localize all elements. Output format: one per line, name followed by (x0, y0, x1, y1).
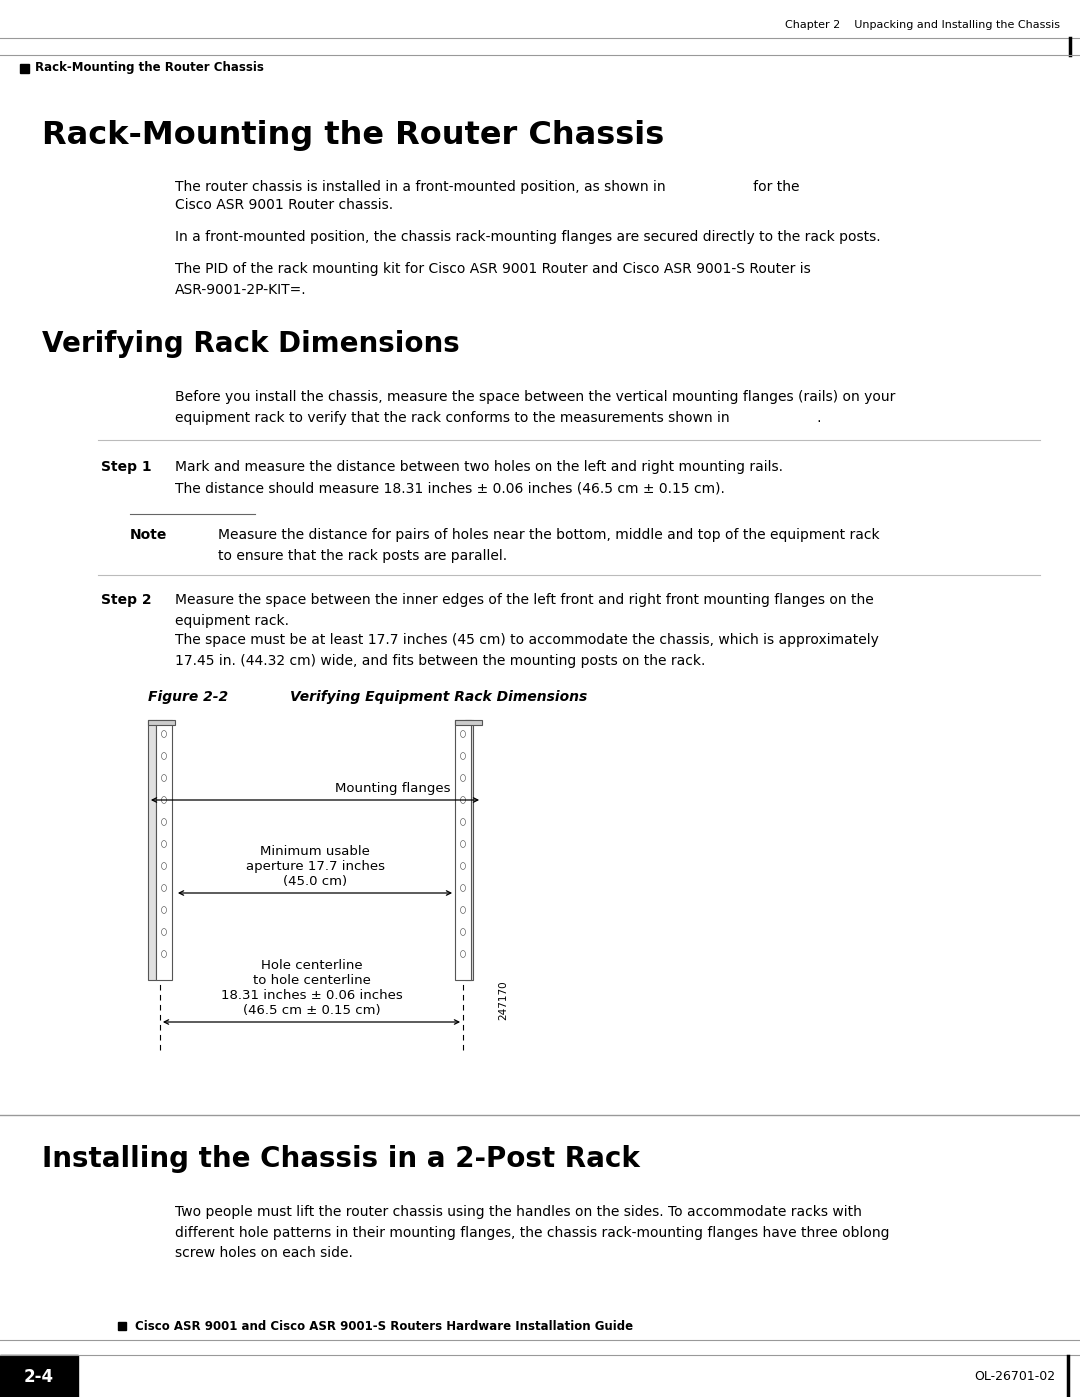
Text: Minimum usable
aperture 17.7 inches
(45.0 cm): Minimum usable aperture 17.7 inches (45.… (245, 845, 384, 888)
Ellipse shape (460, 950, 465, 957)
Bar (465, 719, 473, 981)
Ellipse shape (460, 774, 465, 781)
Ellipse shape (460, 884, 465, 891)
Ellipse shape (460, 819, 465, 826)
Ellipse shape (162, 731, 166, 738)
Bar (118, 1322, 126, 1330)
Text: The space must be at least 17.7 inches (45 cm) to accommodate the chassis, which: The space must be at least 17.7 inches (… (175, 633, 879, 668)
Ellipse shape (162, 841, 166, 848)
Text: Verifying Equipment Rack Dimensions: Verifying Equipment Rack Dimensions (291, 690, 588, 704)
Ellipse shape (162, 950, 166, 957)
Text: In a front-mounted position, the chassis rack-mounting flanges are secured direc: In a front-mounted position, the chassis… (175, 231, 880, 244)
Text: Before you install the chassis, measure the space between the vertical mounting : Before you install the chassis, measure … (175, 390, 895, 425)
Ellipse shape (162, 819, 166, 826)
Text: Measure the space between the inner edges of the left front and right front moun: Measure the space between the inner edge… (175, 592, 874, 627)
Ellipse shape (460, 907, 465, 914)
Ellipse shape (162, 774, 166, 781)
Text: Verifying Rack Dimensions: Verifying Rack Dimensions (42, 330, 460, 358)
Text: Figure 2-2: Figure 2-2 (148, 690, 228, 704)
Ellipse shape (460, 862, 465, 869)
Text: Mark and measure the distance between two holes on the left and right mounting r: Mark and measure the distance between tw… (175, 460, 783, 474)
Text: Mounting flanges: Mounting flanges (335, 782, 450, 795)
Text: Measure the distance for pairs of holes near the bottom, middle and top of the e: Measure the distance for pairs of holes … (218, 528, 879, 563)
Bar (455, 719, 471, 981)
Ellipse shape (460, 731, 465, 738)
Bar (156, 719, 172, 981)
Text: Rack-Mounting the Router Chassis: Rack-Mounting the Router Chassis (35, 61, 264, 74)
Text: 247170: 247170 (498, 981, 508, 1020)
Text: Step 2: Step 2 (102, 592, 151, 608)
Text: Chapter 2    Unpacking and Installing the Chassis: Chapter 2 Unpacking and Installing the C… (785, 20, 1059, 29)
Text: Two people must lift the router chassis using the handles on the sides. To accom: Two people must lift the router chassis … (175, 1206, 890, 1260)
Bar (21, 64, 29, 73)
Bar (455, 719, 482, 725)
Ellipse shape (162, 884, 166, 891)
Bar (0, 1355, 78, 1397)
Text: Cisco ASR 9001 Router chassis.: Cisco ASR 9001 Router chassis. (175, 198, 393, 212)
Ellipse shape (162, 929, 166, 936)
Ellipse shape (162, 753, 166, 760)
Text: The router chassis is installed in a front-mounted position, as shown in        : The router chassis is installed in a fro… (175, 180, 799, 194)
Text: Rack-Mounting the Router Chassis: Rack-Mounting the Router Chassis (42, 120, 664, 151)
Text: Cisco ASR 9001 and Cisco ASR 9001-S Routers Hardware Installation Guide: Cisco ASR 9001 and Cisco ASR 9001-S Rout… (135, 1320, 633, 1333)
Ellipse shape (162, 907, 166, 914)
Ellipse shape (460, 841, 465, 848)
Text: Step 1: Step 1 (102, 460, 151, 474)
Bar (148, 719, 175, 725)
Ellipse shape (460, 753, 465, 760)
Text: Installing the Chassis in a 2-Post Rack: Installing the Chassis in a 2-Post Rack (42, 1146, 639, 1173)
Text: 2-4: 2-4 (24, 1368, 54, 1386)
Text: OL-26701-02: OL-26701-02 (974, 1370, 1055, 1383)
Ellipse shape (460, 929, 465, 936)
Bar (148, 719, 156, 981)
Ellipse shape (460, 796, 465, 803)
Text: The distance should measure 18.31 inches ± 0.06 inches (46.5 cm ± 0.15 cm).: The distance should measure 18.31 inches… (175, 482, 725, 496)
Ellipse shape (162, 862, 166, 869)
Ellipse shape (162, 796, 166, 803)
Text: Hole centerline
to hole centerline
18.31 inches ± 0.06 inches
(46.5 cm ± 0.15 cm: Hole centerline to hole centerline 18.31… (220, 958, 403, 1017)
Text: The PID of the rack mounting kit for Cisco ASR 9001 Router and Cisco ASR 9001-S : The PID of the rack mounting kit for Cis… (175, 263, 811, 296)
Text: Note: Note (130, 528, 167, 542)
